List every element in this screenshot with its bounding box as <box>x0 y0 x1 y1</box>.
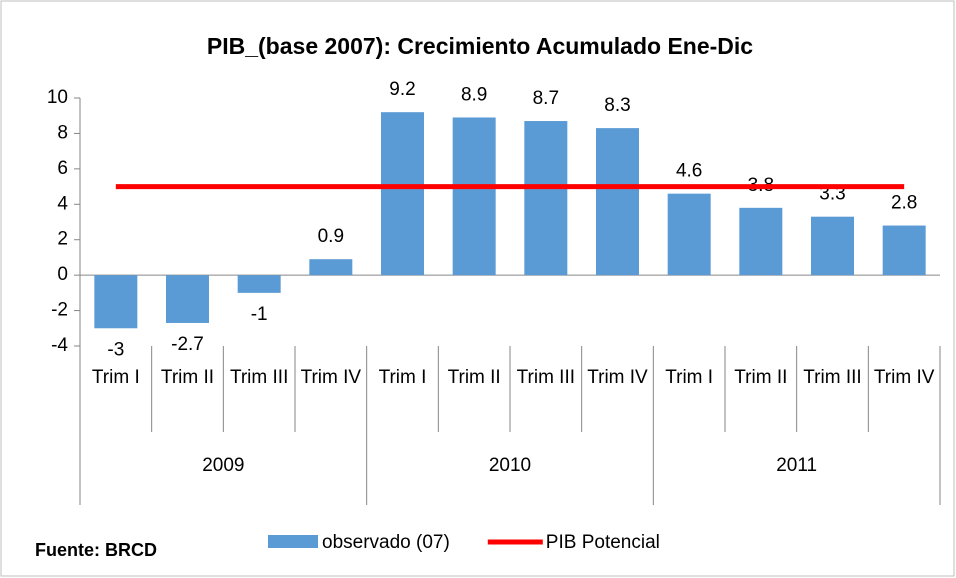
x-tick-label: Trim IV <box>300 367 362 388</box>
legend-swatch <box>268 535 318 548</box>
group-label: 2009 <box>202 455 244 476</box>
data-label: 9.2 <box>389 79 415 100</box>
x-tick-label: Trim III <box>516 367 576 388</box>
y-tick-label: 10 <box>47 87 68 108</box>
y-tick-label: -2 <box>51 300 68 321</box>
bar <box>237 275 281 293</box>
bar <box>811 216 854 276</box>
x-tick-label: Trim II <box>734 367 788 388</box>
bar <box>596 128 639 276</box>
bar <box>94 275 138 329</box>
bar <box>739 207 783 276</box>
x-tick-label: Trim III <box>803 367 862 388</box>
bar <box>882 225 926 276</box>
bar <box>309 259 353 276</box>
y-tick-label: 8 <box>57 122 68 143</box>
chart-title: PIB_(base 2007): Crecimiento Acumulado E… <box>207 33 753 59</box>
x-tick-label: Trim IV <box>587 367 648 388</box>
group-label: 2010 <box>489 455 531 476</box>
legend-label: observado (07) <box>322 532 450 553</box>
data-label: 8.9 <box>461 85 487 106</box>
y-tick-label: -4 <box>51 335 68 356</box>
data-label: 4.6 <box>676 161 702 182</box>
source-note: Fuente: BRCD <box>35 540 157 560</box>
x-tick-label: Trim II <box>447 367 501 388</box>
group-label: 2011 <box>776 455 817 476</box>
bar <box>452 117 496 276</box>
y-tick-label: 6 <box>57 158 68 179</box>
data-label: 2.8 <box>891 193 917 214</box>
bar <box>524 121 568 276</box>
bar <box>166 275 209 323</box>
y-tick-label: 2 <box>57 229 68 250</box>
y-tick-label: 4 <box>57 193 68 214</box>
data-label: -1 <box>251 304 268 325</box>
data-label: 8.3 <box>604 95 630 116</box>
bar <box>381 112 424 276</box>
x-tick-label: Trim I <box>665 367 714 388</box>
data-label: -2.7 <box>171 334 204 355</box>
data-label: 0.9 <box>318 226 344 247</box>
x-tick-label: Trim III <box>229 367 289 388</box>
y-tick-label: 0 <box>57 264 68 285</box>
legend-label: PIB Potencial <box>546 532 660 553</box>
data-label: 8.7 <box>533 88 559 109</box>
x-tick-label: Trim I <box>91 367 140 388</box>
bar <box>667 193 711 276</box>
data-label: -3 <box>107 339 124 360</box>
x-tick-label: Trim II <box>160 367 215 388</box>
x-tick-label: Trim IV <box>873 367 935 388</box>
x-tick-label: Trim I <box>378 367 427 388</box>
